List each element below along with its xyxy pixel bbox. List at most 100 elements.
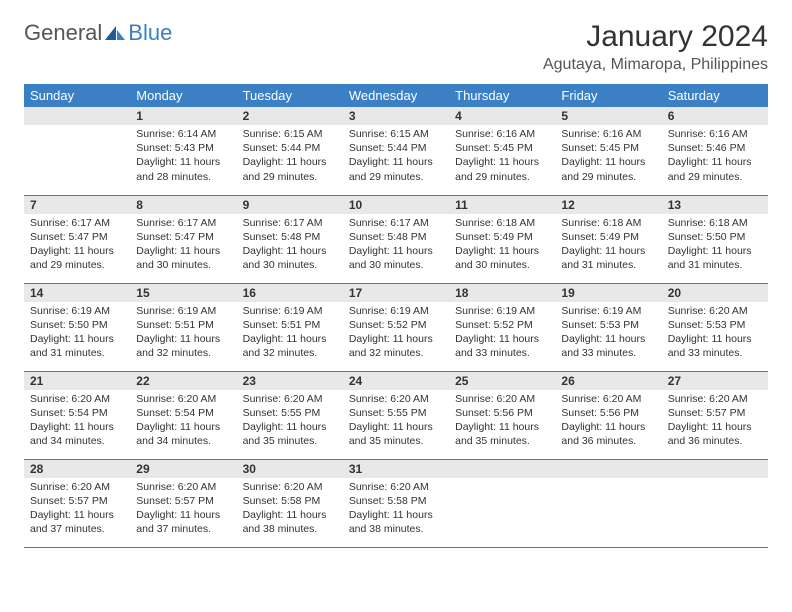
logo-text-general: General [24, 20, 102, 46]
calendar-week-row: 1Sunrise: 6:14 AMSunset: 5:43 PMDaylight… [24, 107, 768, 195]
daylight-line-1: Daylight: 11 hours [349, 332, 443, 346]
sunrise-line: Sunrise: 6:20 AM [30, 392, 124, 406]
day-details: Sunrise: 6:17 AMSunset: 5:47 PMDaylight:… [24, 214, 130, 277]
day-number: 3 [343, 107, 449, 125]
calendar-day-cell: 7Sunrise: 6:17 AMSunset: 5:47 PMDaylight… [24, 195, 130, 283]
daylight-line-1: Daylight: 11 hours [243, 332, 337, 346]
calendar-day-cell: 9Sunrise: 6:17 AMSunset: 5:48 PMDaylight… [237, 195, 343, 283]
day-details: Sunrise: 6:20 AMSunset: 5:57 PMDaylight:… [130, 478, 236, 541]
day-details: Sunrise: 6:18 AMSunset: 5:49 PMDaylight:… [449, 214, 555, 277]
sunrise-line: Sunrise: 6:20 AM [561, 392, 655, 406]
daylight-line-1: Daylight: 11 hours [455, 244, 549, 258]
day-number: 8 [130, 196, 236, 214]
daylight-line-1: Daylight: 11 hours [561, 420, 655, 434]
calendar-day-cell: 5Sunrise: 6:16 AMSunset: 5:45 PMDaylight… [555, 107, 661, 195]
daylight-line-1: Daylight: 11 hours [136, 508, 230, 522]
sunrise-line: Sunrise: 6:17 AM [243, 216, 337, 230]
day-number: 31 [343, 460, 449, 478]
daylight-line-1: Daylight: 11 hours [561, 244, 655, 258]
sunset-line: Sunset: 5:44 PM [349, 141, 443, 155]
day-number: 19 [555, 284, 661, 302]
calendar-day-cell: 12Sunrise: 6:18 AMSunset: 5:49 PMDayligh… [555, 195, 661, 283]
calendar-day-cell: 20Sunrise: 6:20 AMSunset: 5:53 PMDayligh… [662, 283, 768, 371]
daylight-line-2: and 28 minutes. [136, 170, 230, 184]
day-number: 11 [449, 196, 555, 214]
daylight-line-1: Daylight: 11 hours [349, 244, 443, 258]
daylight-line-2: and 33 minutes. [455, 346, 549, 360]
calendar-day-cell: 28Sunrise: 6:20 AMSunset: 5:57 PMDayligh… [24, 459, 130, 547]
day-details: Sunrise: 6:19 AMSunset: 5:51 PMDaylight:… [130, 302, 236, 365]
weekday-header: Saturday [662, 84, 768, 107]
daylight-line-2: and 30 minutes. [243, 258, 337, 272]
sunrise-line: Sunrise: 6:15 AM [243, 127, 337, 141]
month-title: January 2024 [543, 20, 768, 54]
calendar-day-cell: 14Sunrise: 6:19 AMSunset: 5:50 PMDayligh… [24, 283, 130, 371]
day-details: Sunrise: 6:20 AMSunset: 5:57 PMDaylight:… [24, 478, 130, 541]
daylight-line-2: and 38 minutes. [243, 522, 337, 536]
sunset-line: Sunset: 5:54 PM [30, 406, 124, 420]
daylight-line-1: Daylight: 11 hours [136, 155, 230, 169]
day-details: Sunrise: 6:16 AMSunset: 5:45 PMDaylight:… [449, 125, 555, 188]
day-number: 5 [555, 107, 661, 125]
sunrise-line: Sunrise: 6:15 AM [349, 127, 443, 141]
day-details: Sunrise: 6:18 AMSunset: 5:50 PMDaylight:… [662, 214, 768, 277]
daylight-line-2: and 36 minutes. [561, 434, 655, 448]
sunrise-line: Sunrise: 6:20 AM [668, 392, 762, 406]
day-number: 24 [343, 372, 449, 390]
daylight-line-1: Daylight: 11 hours [668, 332, 762, 346]
daylight-line-1: Daylight: 11 hours [30, 420, 124, 434]
day-details: Sunrise: 6:17 AMSunset: 5:48 PMDaylight:… [343, 214, 449, 277]
day-number: 30 [237, 460, 343, 478]
daylight-line-2: and 29 minutes. [455, 170, 549, 184]
sunrise-line: Sunrise: 6:20 AM [243, 480, 337, 494]
calendar-day-cell: 30Sunrise: 6:20 AMSunset: 5:58 PMDayligh… [237, 459, 343, 547]
daylight-line-2: and 29 minutes. [561, 170, 655, 184]
sunset-line: Sunset: 5:57 PM [136, 494, 230, 508]
sunrise-line: Sunrise: 6:19 AM [349, 304, 443, 318]
calendar-day-cell: 29Sunrise: 6:20 AMSunset: 5:57 PMDayligh… [130, 459, 236, 547]
sunrise-line: Sunrise: 6:20 AM [668, 304, 762, 318]
sunrise-line: Sunrise: 6:20 AM [136, 392, 230, 406]
daylight-line-2: and 30 minutes. [455, 258, 549, 272]
calendar-day-cell: 31Sunrise: 6:20 AMSunset: 5:58 PMDayligh… [343, 459, 449, 547]
sunset-line: Sunset: 5:57 PM [30, 494, 124, 508]
calendar-day-cell: 25Sunrise: 6:20 AMSunset: 5:56 PMDayligh… [449, 371, 555, 459]
calendar-day-cell: 10Sunrise: 6:17 AMSunset: 5:48 PMDayligh… [343, 195, 449, 283]
calendar-week-row: 28Sunrise: 6:20 AMSunset: 5:57 PMDayligh… [24, 459, 768, 547]
day-number: 12 [555, 196, 661, 214]
day-number: 10 [343, 196, 449, 214]
calendar-day-cell: 2Sunrise: 6:15 AMSunset: 5:44 PMDaylight… [237, 107, 343, 195]
sunset-line: Sunset: 5:50 PM [30, 318, 124, 332]
day-number: 21 [24, 372, 130, 390]
day-details: Sunrise: 6:19 AMSunset: 5:53 PMDaylight:… [555, 302, 661, 365]
daylight-line-2: and 34 minutes. [30, 434, 124, 448]
daylight-line-1: Daylight: 11 hours [455, 155, 549, 169]
empty-day-number [24, 107, 130, 125]
sunset-line: Sunset: 5:45 PM [455, 141, 549, 155]
page-header: General Blue January 2024 Agutaya, Mimar… [24, 20, 768, 74]
day-details: Sunrise: 6:15 AMSunset: 5:44 PMDaylight:… [237, 125, 343, 188]
calendar-day-cell: 27Sunrise: 6:20 AMSunset: 5:57 PMDayligh… [662, 371, 768, 459]
calendar-day-cell: 13Sunrise: 6:18 AMSunset: 5:50 PMDayligh… [662, 195, 768, 283]
day-details: Sunrise: 6:16 AMSunset: 5:46 PMDaylight:… [662, 125, 768, 188]
day-details: Sunrise: 6:20 AMSunset: 5:58 PMDaylight:… [237, 478, 343, 541]
calendar-week-row: 14Sunrise: 6:19 AMSunset: 5:50 PMDayligh… [24, 283, 768, 371]
day-details: Sunrise: 6:18 AMSunset: 5:49 PMDaylight:… [555, 214, 661, 277]
daylight-line-2: and 35 minutes. [349, 434, 443, 448]
day-details: Sunrise: 6:20 AMSunset: 5:53 PMDaylight:… [662, 302, 768, 365]
daylight-line-1: Daylight: 11 hours [243, 508, 337, 522]
day-number: 29 [130, 460, 236, 478]
daylight-line-2: and 31 minutes. [561, 258, 655, 272]
sunrise-line: Sunrise: 6:19 AM [455, 304, 549, 318]
sunset-line: Sunset: 5:55 PM [243, 406, 337, 420]
calendar-day-cell: 16Sunrise: 6:19 AMSunset: 5:51 PMDayligh… [237, 283, 343, 371]
calendar-day-cell: 22Sunrise: 6:20 AMSunset: 5:54 PMDayligh… [130, 371, 236, 459]
logo-text-blue: Blue [128, 20, 172, 46]
daylight-line-2: and 29 minutes. [349, 170, 443, 184]
day-number: 26 [555, 372, 661, 390]
sunset-line: Sunset: 5:43 PM [136, 141, 230, 155]
daylight-line-2: and 36 minutes. [668, 434, 762, 448]
sunrise-line: Sunrise: 6:16 AM [668, 127, 762, 141]
day-number: 27 [662, 372, 768, 390]
sunset-line: Sunset: 5:56 PM [455, 406, 549, 420]
